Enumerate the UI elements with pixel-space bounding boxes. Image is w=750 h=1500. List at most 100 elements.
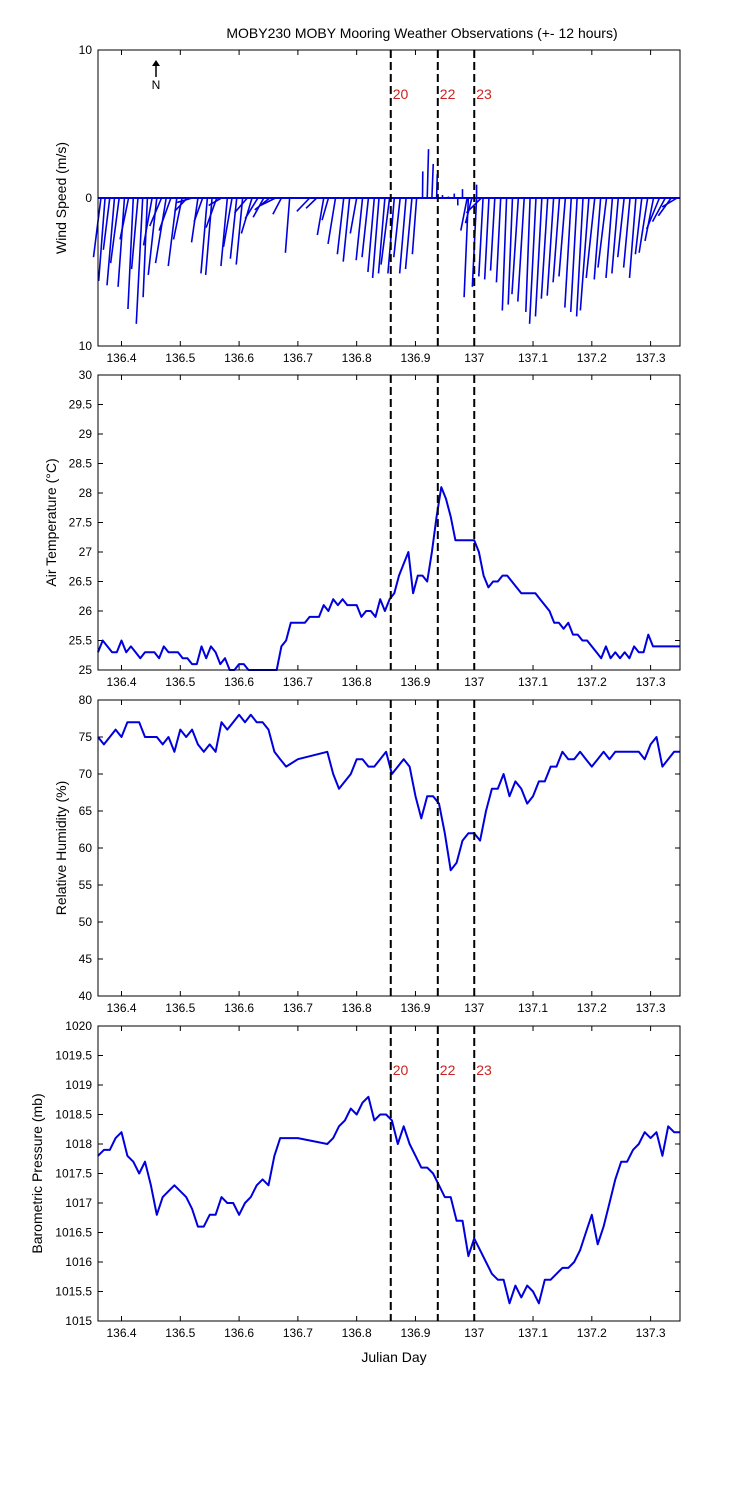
wind-stick [316, 197, 325, 236]
wind-stick [167, 197, 178, 267]
wind-stick [431, 163, 435, 199]
x-tick-label: 136.5 [165, 351, 195, 365]
x-tick-label: 137.2 [577, 351, 607, 365]
x-tick-label: 136.6 [224, 1001, 254, 1015]
x-axis-label: Julian Day [361, 1349, 426, 1365]
wind-stick [593, 197, 602, 280]
y-axis-label: Barometric Pressure (mb) [29, 1093, 45, 1253]
wind-stick [119, 197, 130, 240]
wind-stick [127, 197, 135, 310]
wind-stick [616, 197, 625, 258]
y-tick-label: 1017 [65, 1196, 92, 1210]
wind-stick [489, 197, 496, 271]
y-tick-label: 25 [79, 663, 93, 677]
pressure-line [97, 1095, 680, 1305]
wind-stick [205, 197, 218, 228]
wind-stick [585, 197, 596, 279]
wind-stick [540, 197, 549, 299]
wind-stick [558, 197, 567, 277]
wind-stick [634, 197, 643, 255]
x-tick-label: 137.3 [636, 1001, 666, 1015]
north-arrow-head [152, 60, 160, 66]
plot-frame [97, 1025, 681, 1322]
event-label: 23 [476, 86, 492, 102]
wind-stick [460, 197, 468, 231]
y-tick-label: 75 [79, 730, 93, 744]
wind-stick [657, 197, 672, 217]
wind-stick [244, 197, 259, 220]
wind-stick [638, 197, 649, 253]
x-tick-label: 136.5 [165, 675, 195, 689]
x-tick-label: 136.8 [342, 1001, 372, 1015]
y-tick-label: 1020 [65, 1019, 92, 1033]
wind-stick [102, 197, 111, 250]
wind-stick [117, 197, 126, 287]
x-tick-label: 137.2 [577, 1326, 607, 1340]
wind-stick [525, 197, 531, 312]
y-tick-label: 1016.5 [55, 1226, 92, 1240]
wind-stick [477, 197, 484, 277]
wind-stick [611, 197, 620, 274]
wind-stick [284, 197, 291, 253]
wind-stick [135, 197, 144, 324]
y-tick-label: 60 [79, 841, 93, 855]
wind-stick [534, 197, 543, 317]
wind-stick [176, 197, 193, 204]
wind-stick [511, 197, 520, 295]
event-label: 20 [393, 1062, 409, 1078]
wind-stick [158, 197, 172, 231]
x-tick-label: 136.9 [400, 351, 430, 365]
wind-stick [229, 197, 238, 259]
wind-stick [208, 197, 222, 207]
wind-stick [204, 197, 213, 276]
wind-stick [605, 197, 614, 278]
wind-stick [564, 197, 573, 308]
wind-stick [361, 197, 370, 258]
y-tick-label: 1019 [65, 1078, 92, 1092]
y-tick-label: 30 [79, 368, 93, 382]
x-tick-label: 136.9 [400, 675, 430, 689]
wind-stick [377, 197, 386, 274]
wind-stick [327, 197, 337, 245]
y-tick-label: 1017.5 [55, 1167, 92, 1181]
y-axis-label: Wind Speed (m/s) [53, 142, 69, 254]
x-tick-label: 137.3 [636, 675, 666, 689]
x-tick-label: 136.4 [106, 1326, 136, 1340]
wind-stick [106, 197, 116, 286]
y-tick-label: 70 [79, 767, 93, 781]
wind-stick [411, 197, 418, 255]
wind-stick [463, 197, 470, 298]
wind-stick [661, 197, 678, 208]
event-label: 20 [393, 86, 409, 102]
wind-stick [367, 197, 376, 273]
x-tick-label: 136.5 [165, 1326, 195, 1340]
wind-stick [528, 197, 537, 324]
x-tick-label: 136.8 [342, 351, 372, 365]
wind-stick [507, 197, 514, 305]
x-tick-label: 136.8 [342, 1326, 372, 1340]
panel-rh: 40 45 50 55 60 65 70 75 80 136.4 136.5 136.6 136.7 13… [53, 693, 681, 1015]
x-tick-label: 137.3 [636, 1326, 666, 1340]
x-tick-label: 136.6 [224, 351, 254, 365]
rh-line [97, 713, 680, 872]
wind-stick [142, 197, 153, 246]
wind-stick [575, 197, 584, 317]
wind-stick [342, 197, 351, 262]
wind-stick [645, 197, 661, 230]
panels: 10 0 10 136.4 136.5 136.6 136.7 136.8 136.9 137 13… [29, 43, 681, 1340]
x-tick-label: 137 [464, 675, 484, 689]
north-label: N [152, 78, 161, 92]
wind-stick [200, 197, 209, 274]
y-tick-label: 55 [79, 878, 93, 892]
wind-stick [651, 197, 667, 223]
y-tick-label: 26.5 [69, 575, 93, 589]
x-tick-label: 136.6 [224, 675, 254, 689]
wind-stick [644, 197, 655, 242]
x-tick-label: 136.7 [283, 1326, 313, 1340]
y-tick-label: 27.5 [69, 516, 93, 530]
y-tick-label: 27 [79, 545, 93, 559]
y-tick-label: 10 [79, 43, 93, 57]
plot-frame [97, 374, 681, 671]
wind-stick [371, 197, 380, 278]
x-tick-label: 137 [464, 1001, 484, 1015]
